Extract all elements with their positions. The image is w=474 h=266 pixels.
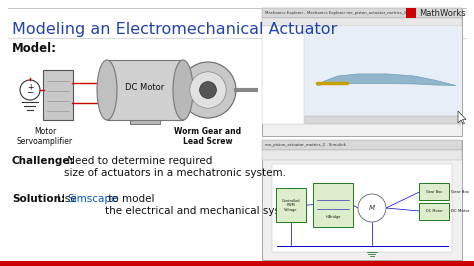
Circle shape xyxy=(200,82,217,98)
FancyBboxPatch shape xyxy=(419,183,449,200)
Bar xyxy=(262,150,462,160)
Text: Controlled
PWM
Voltage: Controlled PWM Voltage xyxy=(282,199,300,212)
Text: H-Bridge: H-Bridge xyxy=(325,215,341,219)
Text: M: M xyxy=(369,205,375,211)
Circle shape xyxy=(20,80,40,100)
Bar xyxy=(305,26,461,122)
Ellipse shape xyxy=(97,60,117,120)
Text: to model
the electrical and mechanical system: to model the electrical and mechanical s… xyxy=(105,194,301,216)
FancyBboxPatch shape xyxy=(262,8,462,136)
Text: MathWorks: MathWorks xyxy=(419,9,465,18)
Text: DC Motor: DC Motor xyxy=(451,209,470,213)
Ellipse shape xyxy=(173,60,193,120)
Bar xyxy=(107,60,183,120)
FancyBboxPatch shape xyxy=(419,203,449,219)
Circle shape xyxy=(358,194,386,222)
Text: DC Motor: DC Motor xyxy=(426,209,442,213)
Text: Need to determine required
size of actuators in a mechatronic system.: Need to determine required size of actua… xyxy=(64,156,286,178)
Text: Solution:: Solution: xyxy=(12,194,65,204)
Bar xyxy=(130,64,160,72)
Circle shape xyxy=(190,72,226,108)
Text: Modeling an Electromechanical Actuator: Modeling an Electromechanical Actuator xyxy=(12,22,337,37)
FancyBboxPatch shape xyxy=(43,70,73,120)
Polygon shape xyxy=(458,111,466,124)
Text: Challenge:: Challenge: xyxy=(12,156,74,166)
Bar xyxy=(305,116,461,124)
Bar xyxy=(262,8,462,18)
Text: Mechanics Explorer - Mechanics Explorer me_piston_actuator_metrics_2..: Mechanics Explorer - Mechanics Explorer … xyxy=(265,11,409,15)
Text: Motor
Servoamplifier: Motor Servoamplifier xyxy=(17,127,73,146)
Text: me_piston_actuator_metrics_2 - Simulink: me_piston_actuator_metrics_2 - Simulink xyxy=(265,143,346,147)
FancyBboxPatch shape xyxy=(406,8,416,18)
FancyBboxPatch shape xyxy=(276,188,306,222)
Bar xyxy=(262,26,304,124)
Bar xyxy=(262,18,462,26)
Text: Use: Use xyxy=(54,194,80,204)
Text: Model:: Model: xyxy=(12,42,57,55)
Bar xyxy=(272,164,452,252)
Bar xyxy=(0,261,474,266)
Text: Gear Box: Gear Box xyxy=(426,190,442,194)
Polygon shape xyxy=(317,74,456,86)
Circle shape xyxy=(180,62,236,118)
Text: DC Motor: DC Motor xyxy=(126,84,164,93)
Bar xyxy=(130,116,160,124)
Text: Worm Gear and
Lead Screw: Worm Gear and Lead Screw xyxy=(174,127,242,146)
Text: −: − xyxy=(27,89,34,98)
Text: +: + xyxy=(27,82,33,92)
FancyBboxPatch shape xyxy=(262,140,462,260)
Text: Simscape: Simscape xyxy=(67,194,118,204)
FancyBboxPatch shape xyxy=(313,182,353,227)
Text: Gear Box: Gear Box xyxy=(451,190,469,194)
Bar xyxy=(262,140,462,150)
